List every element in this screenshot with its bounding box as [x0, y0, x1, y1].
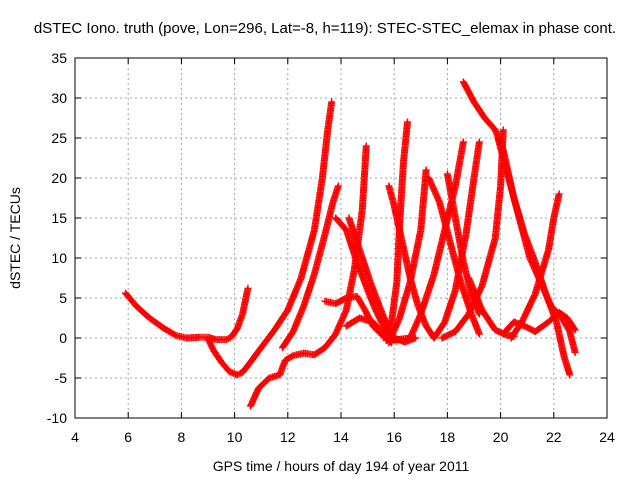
y-tick-label: -10: [47, 410, 67, 426]
series-18: [465, 274, 518, 340]
series-11: [385, 182, 438, 342]
series-21: [499, 308, 579, 338]
series-3: [247, 142, 370, 410]
grid: [75, 58, 607, 418]
y-tick-label: 15: [51, 210, 67, 226]
series-1: [122, 284, 252, 344]
x-tick-label: 14: [333, 429, 349, 445]
chart-title: dSTEC Iono. truth (pove, Lon=296, Lat=-8…: [34, 20, 616, 37]
series-4: [278, 182, 342, 352]
plot-frame: [74, 57, 608, 419]
x-axis-label: GPS time / hours of day 194 of year 2011: [213, 458, 470, 474]
series-10: [382, 118, 411, 344]
x-tick-label: 4: [71, 429, 79, 445]
tick-labels: 4 6 8 10 12 14 16 18 20 22 24 -10 -5 0 5 10 15 20 25 30 35: [47, 50, 615, 445]
y-tick-label: 35: [51, 50, 67, 66]
series-19: [494, 134, 579, 356]
x-tick-label: 16: [386, 429, 402, 445]
x-tick-label: 20: [493, 429, 509, 445]
x-tick-label: 8: [178, 429, 186, 445]
x-tick-label: 10: [227, 429, 243, 445]
y-tick-label: 25: [51, 130, 67, 146]
y-tick-label: 20: [51, 170, 67, 186]
x-tick-label: 22: [546, 429, 562, 445]
y-axis-label: dSTEC / TECUs: [7, 187, 23, 289]
y-tick-label: -5: [55, 370, 68, 386]
y-tick-label: 0: [59, 330, 67, 346]
y-tick-label: 5: [59, 290, 67, 306]
x-tick-label: 24: [599, 429, 615, 445]
y-tick-label: 10: [51, 250, 67, 266]
x-tick-label: 6: [124, 429, 132, 445]
y-tick-label: 30: [51, 90, 67, 106]
series-20: [507, 190, 563, 342]
data-markers: [122, 78, 579, 410]
x-tick-label: 12: [280, 429, 296, 445]
series-2: [204, 98, 336, 379]
x-tick-label: 18: [440, 429, 456, 445]
